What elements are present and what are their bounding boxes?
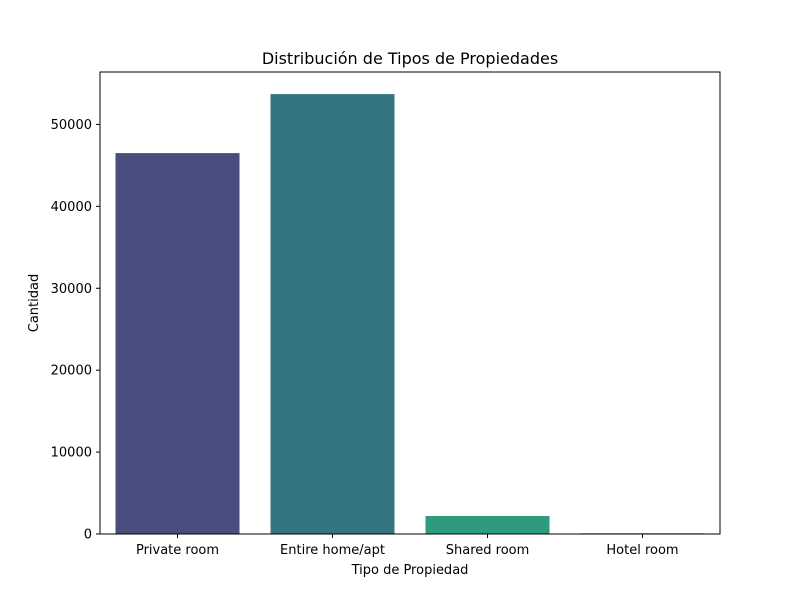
bar-shared-room xyxy=(425,515,550,534)
y-tick-label: 0 xyxy=(84,528,92,543)
x-axis-label: Tipo de Propiedad xyxy=(351,563,469,578)
y-tick-label: 30000 xyxy=(51,282,92,297)
chart-title: Distribución de Tipos de Propiedades xyxy=(262,49,558,68)
plot-area: 0 10000 20000 30000 40000 50000 Private room En… xyxy=(51,71,721,558)
x-tick-label: Entire home/apt xyxy=(280,543,385,558)
y-tick-label: 50000 xyxy=(51,118,92,133)
y-tick-label: 40000 xyxy=(51,200,92,215)
y-tick-label: 20000 xyxy=(51,364,92,379)
x-tick-label: Shared room xyxy=(446,543,530,558)
axes-frame xyxy=(99,71,721,535)
bar-entire-home-apt xyxy=(270,94,395,535)
x-tick-label: Private room xyxy=(136,543,219,558)
y-axis-label: Cantidad xyxy=(27,274,42,332)
x-tick-label: Hotel room xyxy=(606,543,678,558)
y-tick-label: 10000 xyxy=(51,446,92,461)
bar-private-room xyxy=(115,153,240,534)
